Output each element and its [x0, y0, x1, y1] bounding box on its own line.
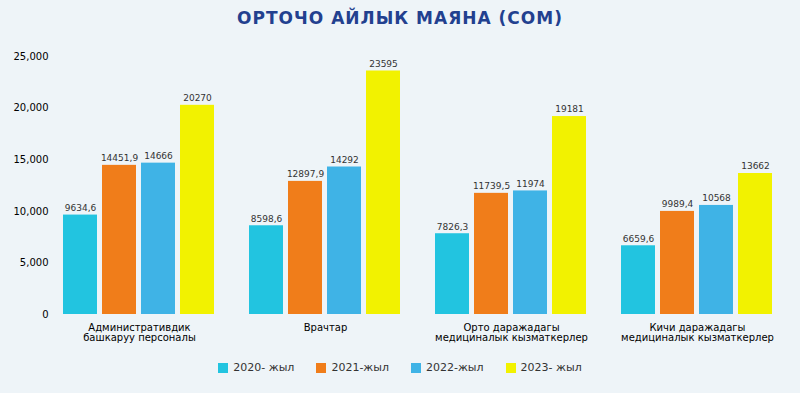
svg-text:19181: 19181	[555, 104, 584, 114]
html-text:ОРТОЧО АЙЛЫК МАЯНА (СОМ): ОРТОЧО АЙЛЫК МАЯНА (СОМ)	[237, 8, 563, 28]
html-text:2023- жыл: 2023- жыл	[520, 360, 582, 374]
svg-text:7826,3: 7826,3	[437, 222, 469, 232]
svg-text:14292: 14292	[330, 155, 359, 165]
svg-text:10568: 10568	[702, 193, 731, 203]
svg-text:Орто даражадагымедициналык кыз: Орто даражадагымедициналык кызматкерлер	[435, 322, 588, 343]
svg-text:10,000: 10,000	[14, 206, 49, 217]
svg-text:11739,5: 11739,5	[473, 181, 510, 191]
html-text:2020- жыл: 2020- жыл	[233, 360, 295, 374]
svg-text:20270: 20270	[183, 93, 212, 103]
html-text:2022-жыл: 2022-жыл	[426, 360, 484, 374]
html-text:2021-жыл: 2021-жыл	[331, 360, 389, 374]
svg-text:14451,9: 14451,9	[101, 153, 138, 163]
svg-text:23595: 23595	[369, 59, 398, 69]
svg-text:0: 0	[42, 309, 48, 320]
svg-text:8598,6: 8598,6	[251, 214, 283, 224]
svg-text:25,000: 25,000	[14, 51, 49, 62]
svg-text:5,000: 5,000	[20, 257, 49, 268]
svg-text:Врачтар: Врачтар	[304, 322, 348, 333]
svg-text:15,000: 15,000	[14, 154, 49, 165]
svg-text:9634,6: 9634,6	[65, 203, 97, 213]
svg-text:Административдикбашкаруу персо: Административдикбашкаруу персоналы	[83, 322, 196, 343]
svg-text:9989,4: 9989,4	[662, 199, 694, 209]
svg-text:6659,6: 6659,6	[623, 234, 655, 244]
svg-text:20,000: 20,000	[14, 102, 49, 113]
svg-text:Кичи даражадагымедициналык кыз: Кичи даражадагымедициналык кызматкерлер	[621, 322, 774, 343]
svg-text:11974: 11974	[516, 179, 545, 189]
svg-text:14666: 14666	[144, 151, 173, 161]
svg-text:13662: 13662	[741, 161, 770, 171]
svg-text:12897,9: 12897,9	[287, 169, 324, 179]
